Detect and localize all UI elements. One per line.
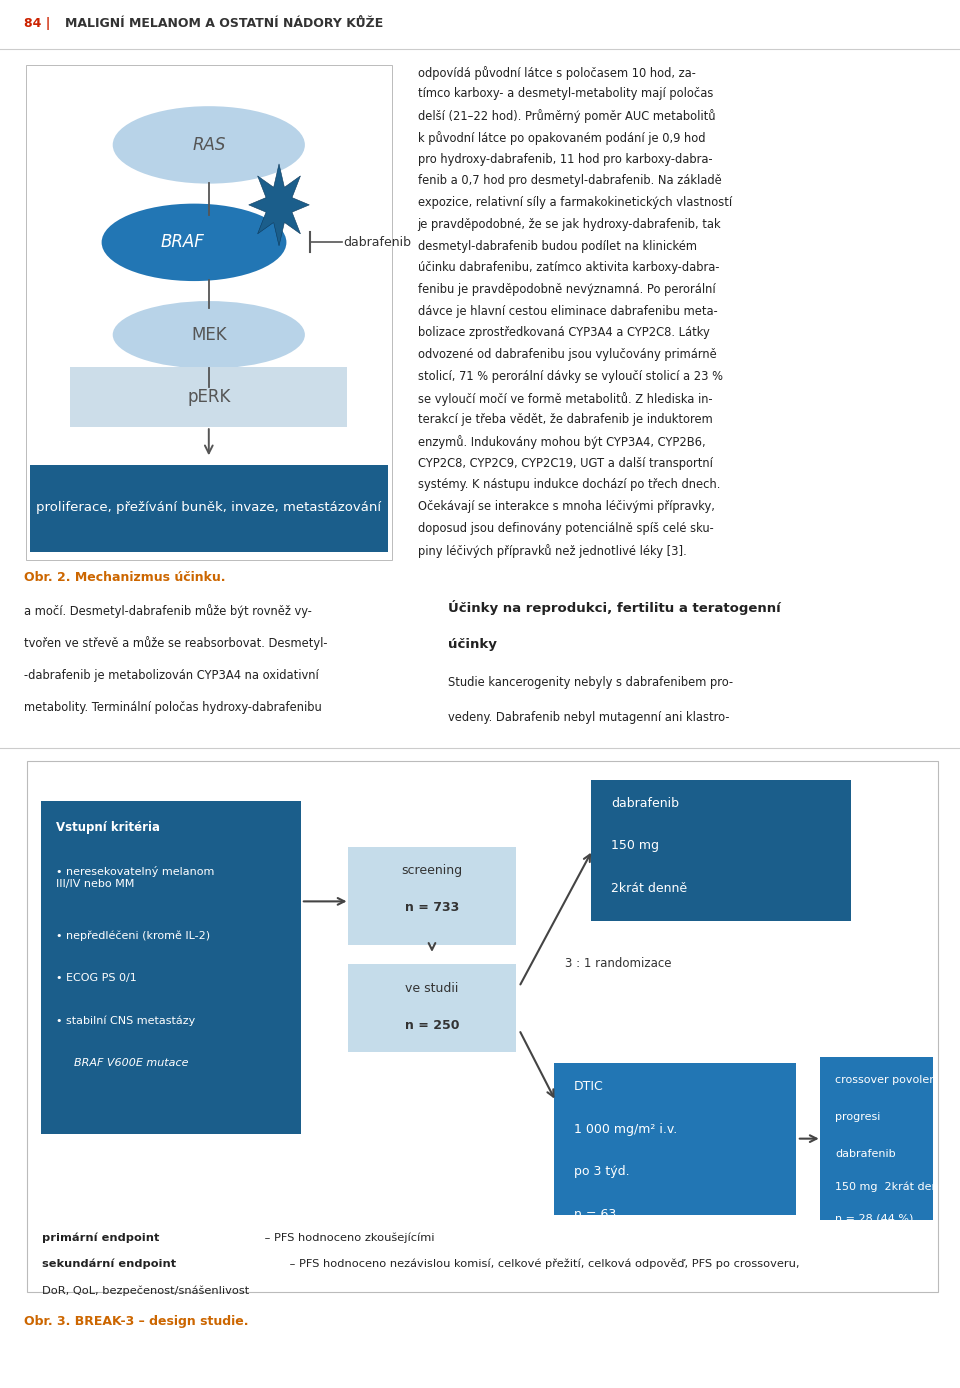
Text: 1 000 mg/m² i.v.: 1 000 mg/m² i.v. xyxy=(574,1123,678,1135)
Text: • neresekovatelný melanom
III/IV nebo MM: • neresekovatelný melanom III/IV nebo MM xyxy=(56,866,214,888)
FancyBboxPatch shape xyxy=(554,1063,796,1214)
Text: n = 733: n = 733 xyxy=(405,901,459,915)
Text: RAS: RAS xyxy=(192,136,226,154)
Text: dabrafenib: dabrafenib xyxy=(835,1149,896,1159)
Text: MALIGNÍ MELANOM A OSTATNÍ NÁDORY KŮŽE: MALIGNÍ MELANOM A OSTATNÍ NÁDORY KŮŽE xyxy=(65,17,384,31)
Text: desmetyl-dabrafenib budou podílet na klinickém: desmetyl-dabrafenib budou podílet na kli… xyxy=(418,240,697,253)
Text: stolicí, 71 % perorální dávky se vyloučí stolicí a 23 %: stolicí, 71 % perorální dávky se vyloučí… xyxy=(418,369,723,383)
Text: BRAF V600E mutace: BRAF V600E mutace xyxy=(75,1059,189,1069)
Text: tímco karboxy- a desmetyl-metabolity mají poločas: tímco karboxy- a desmetyl-metabolity maj… xyxy=(418,87,713,100)
FancyBboxPatch shape xyxy=(40,801,300,1134)
Text: screening: screening xyxy=(401,863,463,877)
Text: odvozené od dabrafenibu jsou vylučovány primárně: odvozené od dabrafenibu jsou vylučovány … xyxy=(418,348,716,361)
Text: 84 |: 84 | xyxy=(24,17,55,31)
Text: po 3 týd.: po 3 týd. xyxy=(574,1166,630,1178)
Text: doposud jsou definovány potenciálně spíš celé sku-: doposud jsou definovány potenciálně spíš… xyxy=(418,522,713,534)
Text: 150 mg: 150 mg xyxy=(611,840,659,852)
Text: terakcí je třeba vědět, že dabrafenib je induktorem: terakcí je třeba vědět, že dabrafenib je… xyxy=(418,414,712,426)
Text: n = 250: n = 250 xyxy=(405,1019,459,1031)
Text: Obr. 2. Mechanizmus účinku.: Obr. 2. Mechanizmus účinku. xyxy=(24,570,226,584)
Text: enzymů. Indukovány mohou být CYP3A4, CYP2B6,: enzymů. Indukovány mohou být CYP3A4, CYP… xyxy=(418,434,706,448)
Text: DTIC: DTIC xyxy=(574,1080,604,1092)
Text: 2krát denně: 2krát denně xyxy=(611,883,686,895)
Ellipse shape xyxy=(112,301,305,368)
Text: Očekávají se interakce s mnoha léčivými přípravky,: Očekávají se interakce s mnoha léčivými … xyxy=(418,500,714,514)
Text: se vyloučí močí ve formě metabolitů. Z hlediska in-: se vyloučí močí ve formě metabolitů. Z h… xyxy=(418,391,712,405)
Text: – PFS hodnoceno zkoušejícími: – PFS hodnoceno zkoušejícími xyxy=(260,1233,434,1242)
Text: dabrafenib: dabrafenib xyxy=(611,797,679,809)
Text: odpovídá původní látce s poločasem 10 hod, za-: odpovídá původní látce s poločasem 10 ho… xyxy=(418,65,695,79)
Text: primární endpoint: primární endpoint xyxy=(42,1233,159,1242)
Text: metabolity. Terminální poločas hydroxy-dabrafenibu: metabolity. Terminální poločas hydroxy-d… xyxy=(24,701,322,715)
Text: expozice, relativní síly a farmakokinetických vlastností: expozice, relativní síly a farmakokineti… xyxy=(418,196,732,210)
Text: DoR, QoL, bezpečenost/snášenlivost: DoR, QoL, bezpečenost/snášenlivost xyxy=(42,1285,250,1296)
Text: delší (21–22 hod). Průměrný poměr AUC metabolitů: delší (21–22 hod). Průměrný poměr AUC me… xyxy=(418,110,715,124)
Text: fenib a 0,7 hod pro desmetyl-dabrafenib. Na základě: fenib a 0,7 hod pro desmetyl-dabrafenib.… xyxy=(418,175,721,187)
Text: účinky: účinky xyxy=(448,637,497,651)
Text: n = 63: n = 63 xyxy=(574,1208,616,1221)
Text: proliferace, přežívání buněk, invaze, metastázování: proliferace, přežívání buněk, invaze, me… xyxy=(36,501,381,514)
Text: k původní látce po opakovaném podání je 0,9 hod: k původní látce po opakovaném podání je … xyxy=(418,130,705,144)
Text: pERK: pERK xyxy=(187,389,230,407)
Text: – PFS hodnoceno nezávislou komisí, celkové přežití, celková odpověď, PFS po cros: – PFS hodnoceno nezávislou komisí, celko… xyxy=(286,1259,800,1270)
Text: Studie kancerogenity nebyly s dabrafenibem pro-: Studie kancerogenity nebyly s dabrafenib… xyxy=(448,676,733,688)
Text: dávce je hlavní cestou eliminace dabrafenibu meta-: dávce je hlavní cestou eliminace dabrafe… xyxy=(418,305,717,318)
FancyBboxPatch shape xyxy=(348,965,516,1052)
Text: • ECOG PS 0/1: • ECOG PS 0/1 xyxy=(56,973,137,983)
Text: vedeny. Dabrafenib nebyl mutagenní ani klastro-: vedeny. Dabrafenib nebyl mutagenní ani k… xyxy=(448,711,730,723)
Text: -dabrafenib je metabolizován CYP3A4 na oxidativní: -dabrafenib je metabolizován CYP3A4 na o… xyxy=(24,669,319,682)
Polygon shape xyxy=(249,164,309,246)
Text: crossover povolen při: crossover povolen při xyxy=(835,1074,955,1085)
FancyBboxPatch shape xyxy=(70,368,348,428)
Text: tvořen ve střevě a může se reabsorbovat. Desmetyl-: tvořen ve střevě a může se reabsorbovat.… xyxy=(24,637,327,651)
FancyBboxPatch shape xyxy=(30,465,388,552)
Text: 150 mg  2krát denně: 150 mg 2krát denně xyxy=(835,1181,953,1192)
Text: pro hydroxy-dabrafenib, 11 hod pro karboxy-dabra-: pro hydroxy-dabrafenib, 11 hod pro karbo… xyxy=(418,153,712,165)
Text: n = 28 (44 %): n = 28 (44 %) xyxy=(835,1213,914,1223)
Text: n = 187: n = 187 xyxy=(611,924,661,938)
FancyBboxPatch shape xyxy=(348,847,516,945)
Text: bolizace zprostředkovaná CYP3A4 a CYP2C8. Látky: bolizace zprostředkovaná CYP3A4 a CYP2C8… xyxy=(418,326,709,340)
Text: a močí. Desmetyl-dabrafenib může být rovněž vy-: a močí. Desmetyl-dabrafenib může být rov… xyxy=(24,604,312,618)
Text: ve studii: ve studii xyxy=(405,981,459,995)
Text: je pravděpodobné, že se jak hydroxy-dabrafenib, tak: je pravděpodobné, že se jak hydroxy-dabr… xyxy=(418,218,721,230)
Text: CYP2C8, CYP2C9, CYP2C19, UGT a další transportní: CYP2C8, CYP2C9, CYP2C19, UGT a další tra… xyxy=(418,457,712,469)
Text: MEK: MEK xyxy=(191,326,227,344)
FancyBboxPatch shape xyxy=(820,1058,933,1220)
Text: dabrafenib: dabrafenib xyxy=(344,236,412,248)
Text: BRAF: BRAF xyxy=(161,233,204,251)
FancyBboxPatch shape xyxy=(590,780,851,920)
Text: Obr. 3. BREAK-3 – design studie.: Obr. 3. BREAK-3 – design studie. xyxy=(24,1314,249,1328)
Ellipse shape xyxy=(102,204,286,280)
Text: piny léčivých přípravků než jednotlivé léky [3].: piny léčivých přípravků než jednotlivé l… xyxy=(418,544,686,558)
Text: sekundární endpoint: sekundární endpoint xyxy=(42,1259,177,1270)
Text: účinku dabrafenibu, zatímco aktivita karboxy-dabra-: účinku dabrafenibu, zatímco aktivita kar… xyxy=(418,261,719,275)
Text: Účinky na reprodukci, fertilitu a teratogenní: Účinky na reprodukci, fertilitu a terato… xyxy=(448,600,780,615)
Text: Vstupní kritéria: Vstupní kritéria xyxy=(56,820,160,834)
Text: systémy. K nástupu indukce dochází po třech dnech.: systémy. K nástupu indukce dochází po tř… xyxy=(418,479,720,491)
Text: fenibu je pravděpodobně nevýznamná. Po perorální: fenibu je pravděpodobně nevýznamná. Po p… xyxy=(418,283,715,296)
Text: 3 : 1 randomizace: 3 : 1 randomizace xyxy=(564,956,671,970)
Text: progresi: progresi xyxy=(835,1112,880,1122)
Text: • stabilní CNS metastázy: • stabilní CNS metastázy xyxy=(56,1016,195,1026)
Text: • nepředléčeni (kromě IL-2): • nepředléčeni (kromě IL-2) xyxy=(56,930,210,941)
Ellipse shape xyxy=(112,107,305,183)
